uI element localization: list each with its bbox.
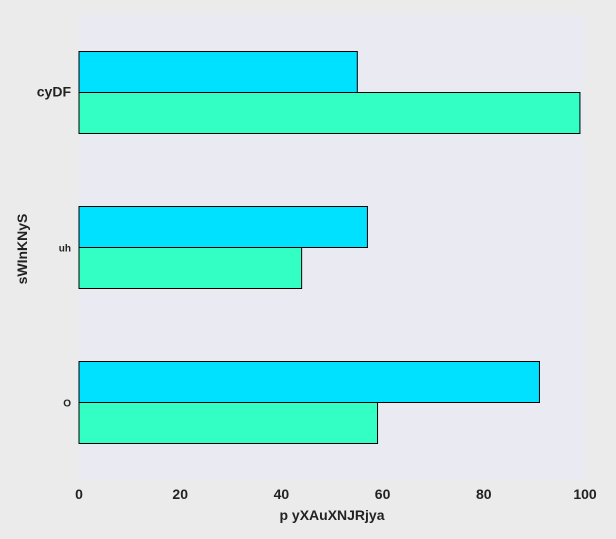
y-tick-label: cyDF <box>37 84 72 100</box>
x-tick-label: 80 <box>476 486 492 502</box>
x-tick-label: 60 <box>375 486 391 502</box>
x-tick-label: 40 <box>274 486 290 502</box>
bars-group <box>78 51 581 444</box>
bar-cyDF-series-1 <box>78 92 581 134</box>
y-tick-label: uh <box>59 244 71 255</box>
y-tick-labels: cyDF uh O <box>37 84 72 410</box>
bar-uh-series-1 <box>78 247 303 289</box>
x-tick-label: 20 <box>172 486 188 502</box>
bar-cyDF-series-0 <box>78 51 358 93</box>
bar-uh-series-0 <box>78 206 368 248</box>
bar-O-series-1 <box>78 402 379 444</box>
y-tick-label: O <box>63 399 71 410</box>
x-tick-label: 100 <box>573 486 597 502</box>
bar-O-series-0 <box>78 361 540 403</box>
x-axis-title: p yXAuXNJRjya <box>279 507 384 523</box>
x-tick-labels: 0 20 40 60 80 100 <box>75 486 597 502</box>
x-tick-label: 0 <box>75 486 83 502</box>
y-axis-title: sWInKNyS <box>14 214 30 285</box>
